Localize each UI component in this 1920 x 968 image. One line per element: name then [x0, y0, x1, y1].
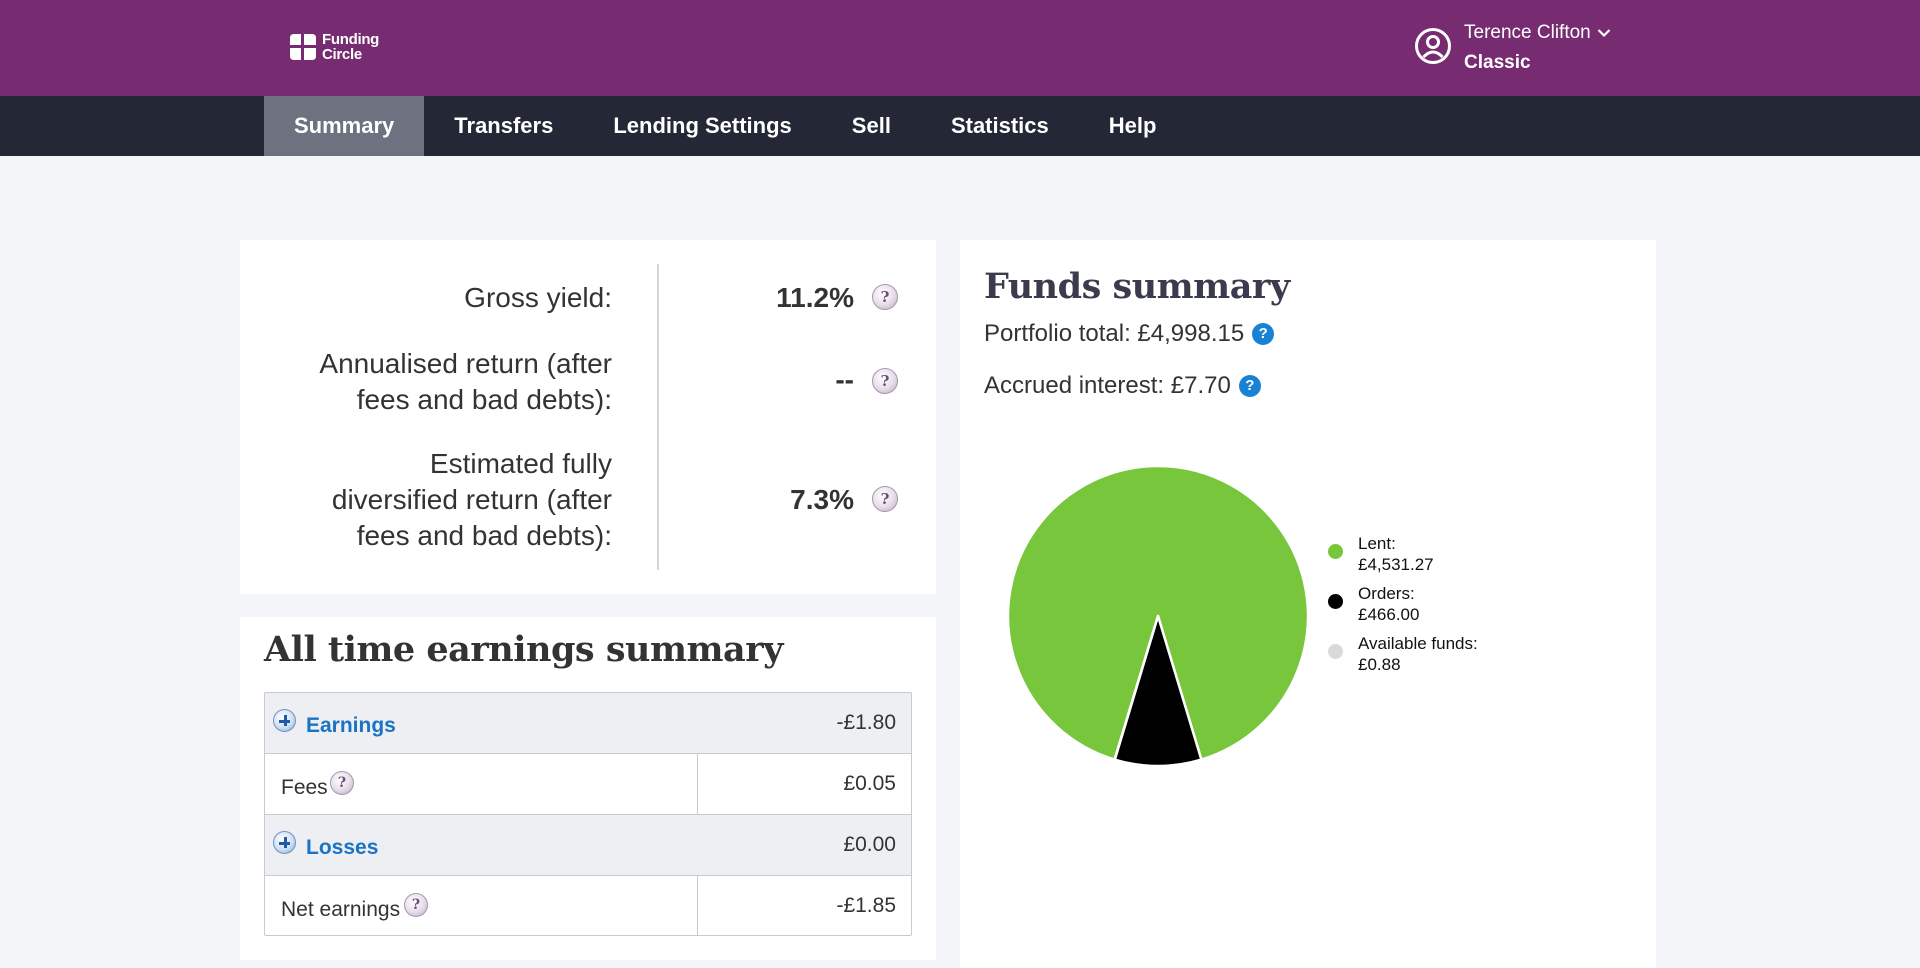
yield-summary-card: Gross yield: 11.2% ? Annualised return (…	[240, 240, 936, 594]
net-earnings-row: Net earnings ? -£1.85	[265, 876, 911, 937]
legend-value-orders: £466.00	[1358, 605, 1420, 624]
nav-sell[interactable]: Sell	[851, 113, 891, 138]
pie-slice-orders[interactable]	[1113, 614, 1203, 768]
net-earnings-help-icon[interactable]: ?	[404, 893, 428, 917]
legend-label-lent: Lent:	[1358, 534, 1396, 553]
main-nav-bar: Summary Transfers Lending Settings Sell …	[0, 96, 1920, 156]
gross-yield-label: Gross yield:	[464, 282, 612, 313]
earnings-link[interactable]: Earnings	[306, 714, 396, 737]
fees-help-icon[interactable]: ?	[330, 771, 354, 795]
user-account-icon	[1415, 28, 1451, 64]
funds-summary-card: Funds summary Portfolio total: £4,998.15…	[960, 240, 1656, 968]
nav-help[interactable]: Help	[1108, 113, 1157, 138]
fees-row: Fees ? £0.05	[265, 754, 911, 815]
legend-dot-available-funds	[1328, 644, 1343, 659]
expand-plus-icon[interactable]	[273, 831, 296, 854]
user-menu[interactable]: Terence Clifton Classic	[1414, 20, 1611, 76]
annualised-return-label: Annualised return (after fees and bad de…	[319, 348, 612, 415]
logo-mark-icon	[288, 32, 318, 62]
accrued-interest-help-icon[interactable]: ?	[1238, 375, 1261, 397]
logo-text: Funding Circle	[322, 32, 379, 62]
main-nav: Summary Transfers Lending Settings Sell …	[264, 96, 1186, 156]
nav-transfers[interactable]: Transfers	[454, 113, 554, 138]
portfolio-total-text: Portfolio total: £4,998.15	[984, 320, 1245, 347]
earnings-value: -£1.80	[836, 711, 896, 734]
legend-dot-lent	[1328, 544, 1343, 559]
losses-row[interactable]: Losses £0.00	[265, 815, 911, 876]
legend-value-available-funds: £0.88	[1358, 655, 1401, 674]
annualised-return-help-icon[interactable]: ?	[872, 368, 898, 394]
net-earnings-value: -£1.85	[836, 894, 896, 917]
funding-circle-logo[interactable]: Funding Circle	[288, 32, 379, 62]
funds-summary-title: Funds summary	[984, 266, 1290, 307]
fees-value: £0.05	[843, 772, 896, 795]
funds-legend: Lent: £4,531.27 Orders: £466.00 Availabl…	[1328, 533, 1478, 683]
estimated-return-value: 7.3%	[790, 484, 854, 515]
net-earnings-label: Net earnings	[281, 898, 401, 921]
gross-yield-help-icon[interactable]: ?	[872, 284, 898, 310]
top-header: Funding Circle Terence Clifton Classic	[0, 0, 1920, 96]
legend-label-available-funds: Available funds:	[1358, 634, 1478, 653]
annualised-return-value: --	[835, 364, 854, 395]
accrued-interest: Accrued interest: £7.70 ?	[984, 372, 1261, 400]
portfolio-total-help-icon[interactable]: ?	[1252, 323, 1275, 345]
funds-pie-chart	[1006, 464, 1310, 768]
accrued-interest-text: Accrued interest: £7.70	[984, 372, 1231, 399]
losses-link[interactable]: Losses	[306, 836, 379, 859]
nav-lending-settings[interactable]: Lending Settings	[613, 113, 792, 138]
fees-label: Fees	[281, 776, 328, 799]
gross-yield-value: 11.2%	[776, 282, 854, 313]
fees-divider	[697, 754, 698, 814]
chevron-down-icon	[1597, 29, 1611, 38]
yield-divider	[657, 264, 659, 570]
logo-text-line-2: Circle	[322, 46, 362, 63]
nav-statistics[interactable]: Statistics	[950, 113, 1049, 138]
earnings-table: Earnings -£1.80 Fees ? £0.05 Losses £0.0…	[264, 692, 912, 936]
earnings-summary-title: All time earnings summary	[264, 629, 784, 670]
estimated-return-help-icon[interactable]: ?	[872, 486, 898, 512]
legend-label-orders: Orders:	[1358, 584, 1415, 603]
legend-value-lent: £4,531.27	[1358, 555, 1434, 574]
estimated-return-label: Estimated fully diversified return (afte…	[331, 448, 612, 551]
legend-dot-orders	[1328, 594, 1343, 609]
user-plan: Classic	[1464, 52, 1531, 73]
portfolio-total: Portfolio total: £4,998.15 ?	[984, 320, 1275, 348]
earnings-summary-card: All time earnings summary Earnings -£1.8…	[240, 617, 936, 960]
nav-summary[interactable]: Summary	[264, 96, 425, 156]
legend-item-orders: Orders: £466.00	[1328, 583, 1478, 625]
legend-item-available-funds: Available funds: £0.88	[1328, 633, 1478, 675]
pie-slice-lent[interactable]	[1006, 464, 1310, 761]
net-earnings-divider	[697, 876, 698, 936]
expand-plus-icon[interactable]	[273, 709, 296, 732]
losses-value: £0.00	[843, 833, 896, 856]
pie-slice-available-funds[interactable]	[1113, 614, 1160, 761]
earnings-row[interactable]: Earnings -£1.80	[265, 693, 911, 754]
legend-item-lent: Lent: £4,531.27	[1328, 533, 1478, 575]
logo-text-line-1: Funding	[322, 31, 380, 48]
user-name: Terence Clifton	[1464, 22, 1591, 43]
